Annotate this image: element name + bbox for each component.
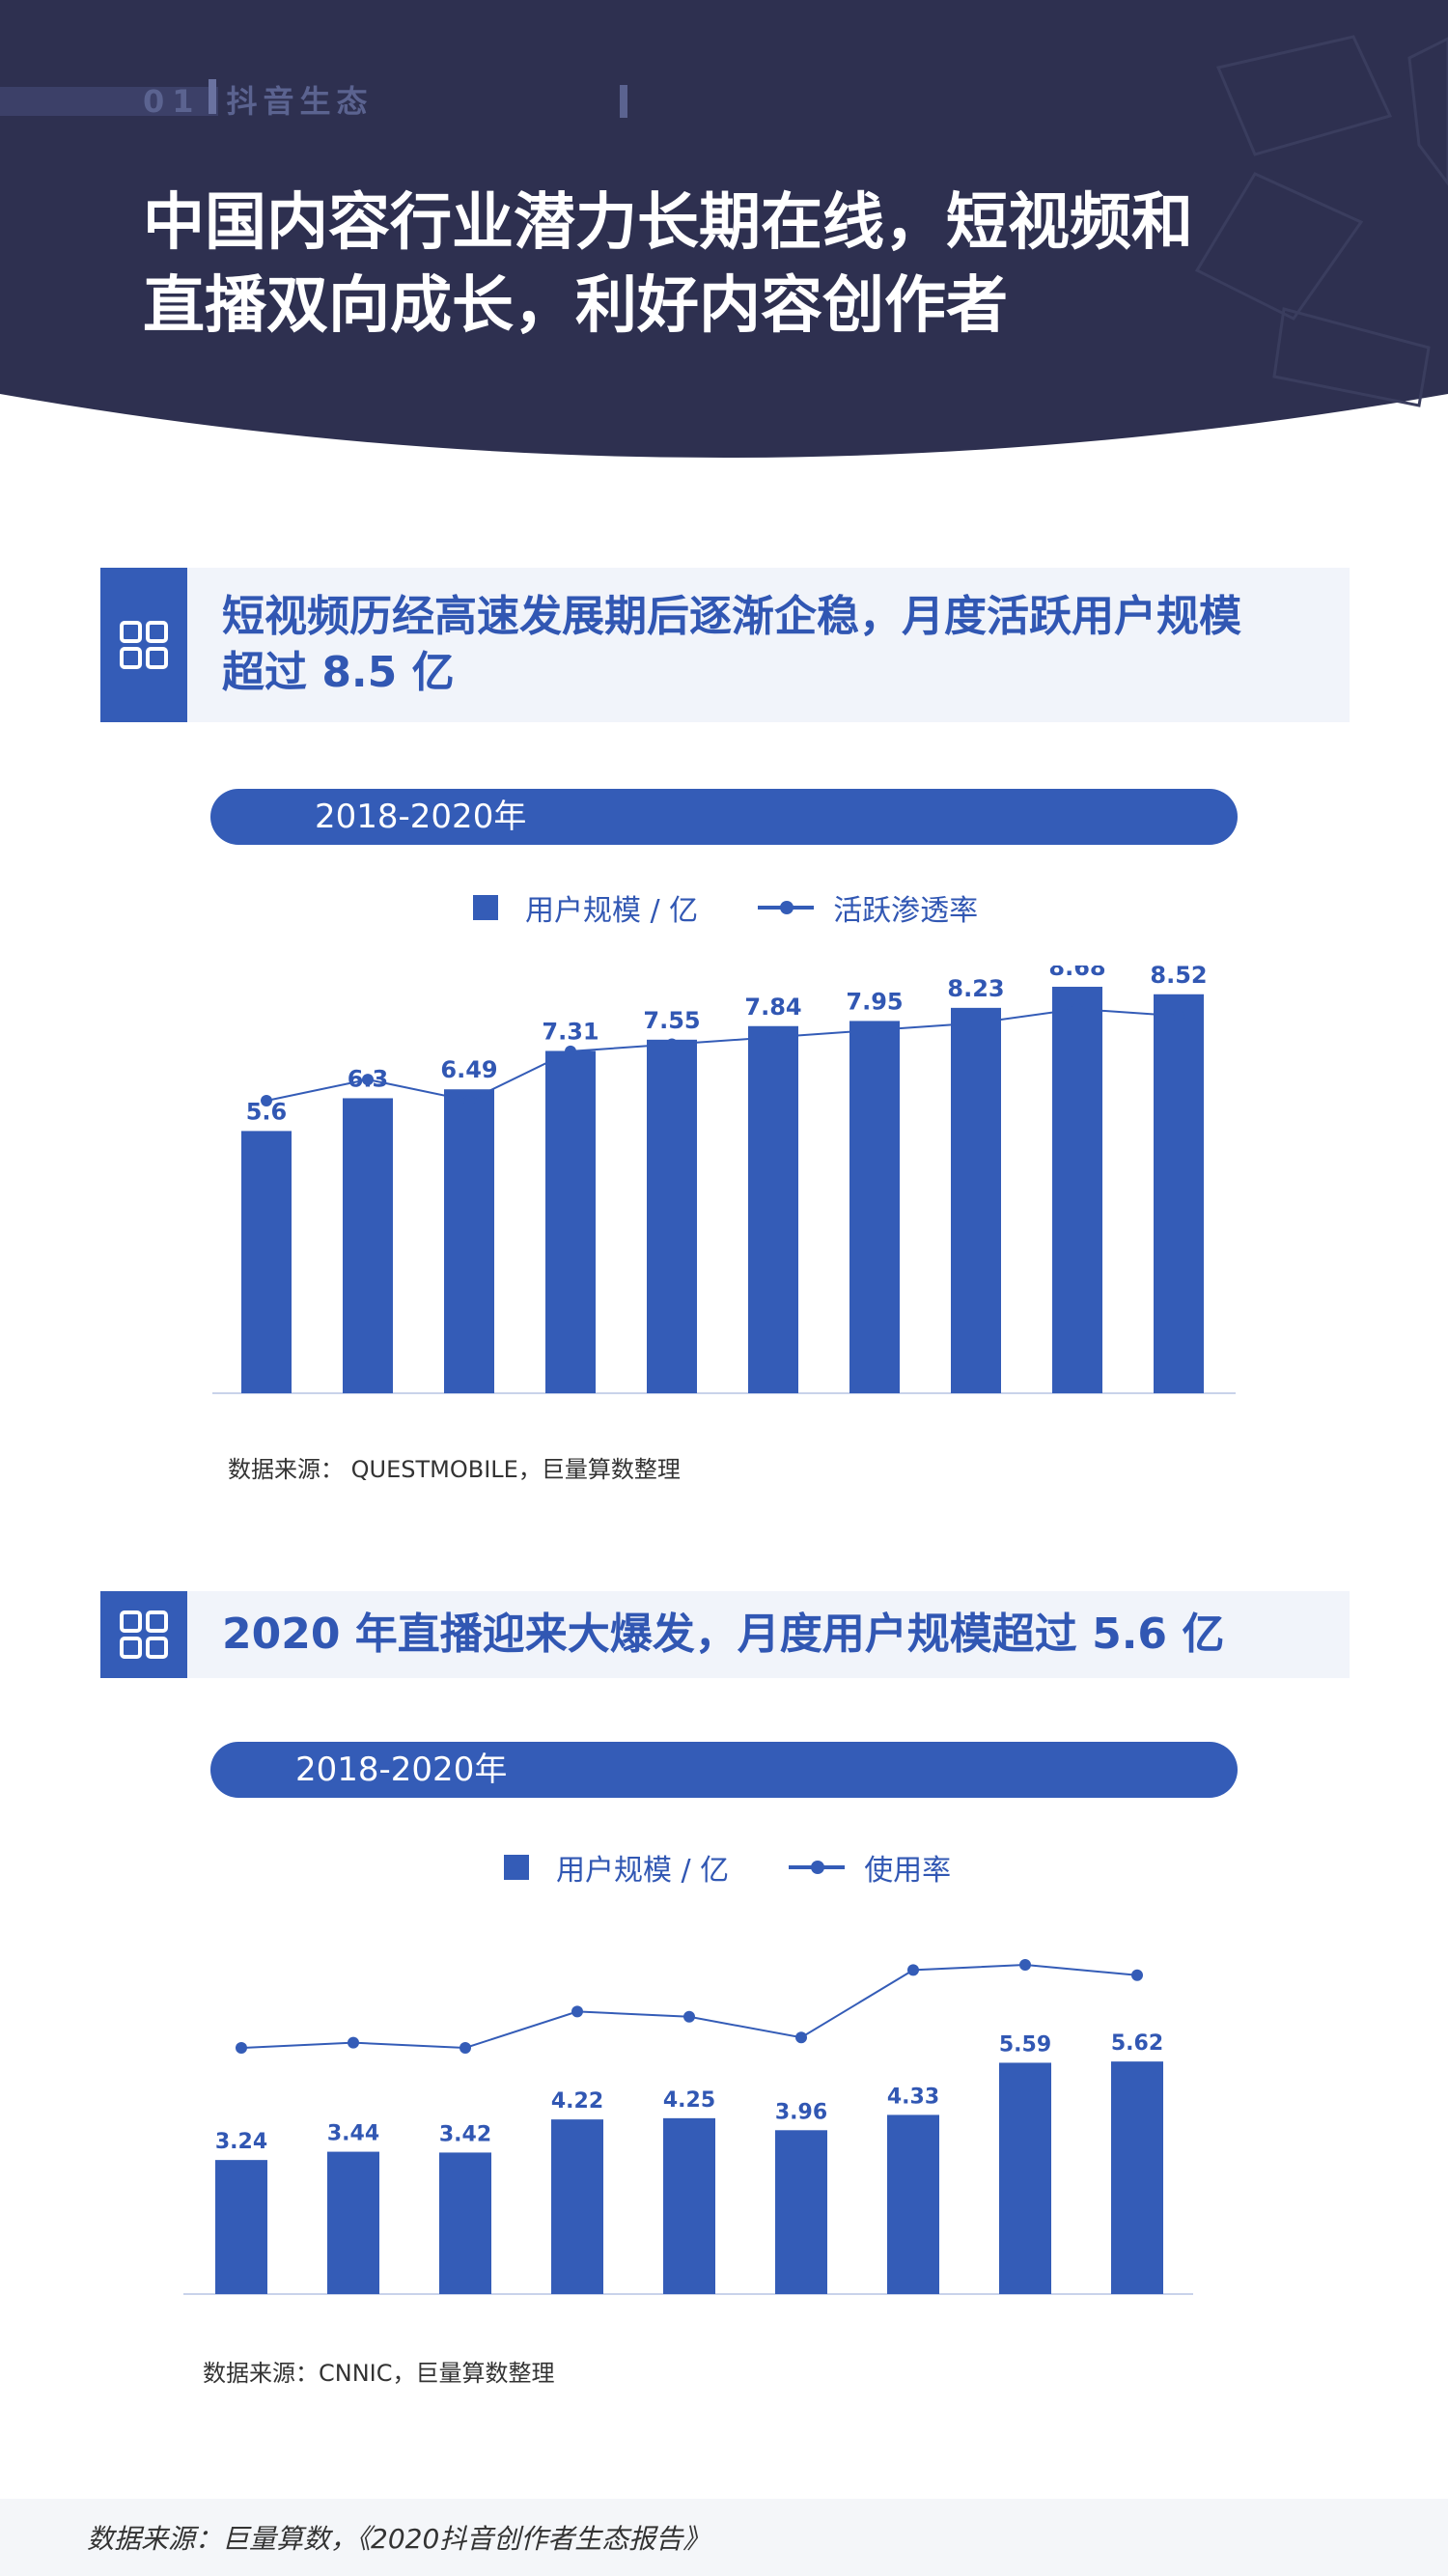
- data-label: 5.62: [1111, 2031, 1163, 2056]
- line-point: [565, 1045, 576, 1057]
- line-point: [571, 2005, 583, 2018]
- legend-line-label: 使用率: [864, 1854, 952, 1888]
- line-point: [1019, 1959, 1031, 1971]
- line-point: [1173, 1010, 1184, 1022]
- data-label: 8.68: [1048, 966, 1105, 981]
- section1-legend: 用户规模 / 亿 活跃渗透率: [473, 886, 978, 929]
- section1-title: 短视频历经高速发展期后逐渐企稳，月度活跃用户规模 超过 8.5 亿: [222, 568, 1330, 722]
- footer-source: 数据来源：巨量算数，《2020抖音创作者生态报告》: [87, 2523, 710, 2555]
- section1-title-line-1: 短视频历经高速发展期后逐渐企稳，月度活跃用户规模: [222, 592, 1241, 641]
- data-label: 7.95: [846, 988, 903, 1015]
- data-label: 3.24: [215, 2130, 267, 2154]
- line-point: [1131, 1969, 1143, 1981]
- bar: [343, 1098, 393, 1393]
- section1-source: 数据来源： QUESTMOBILE，巨量算数整理: [228, 1456, 681, 1483]
- bar: [1154, 994, 1204, 1393]
- line-point: [463, 1095, 475, 1106]
- line-point: [683, 2010, 695, 2023]
- section2-title-text: 2020 年直播迎来大爆发，月度用户规模超过 5.6 亿: [222, 1610, 1225, 1659]
- section2-source: 数据来源：CNNIC，巨量算数整理: [203, 2360, 555, 2387]
- bar: [241, 1131, 292, 1393]
- bar: [647, 1039, 697, 1393]
- kicker-bar-right: [620, 85, 627, 118]
- data-label: 3.44: [327, 2122, 379, 2146]
- data-label: 5.59: [999, 2032, 1051, 2057]
- section1-title-line-2: 超过 8.5 亿: [222, 648, 455, 697]
- data-label: 3.42: [439, 2122, 491, 2146]
- legend-bar-swatch: [504, 1855, 529, 1880]
- section2-title: 2020 年直播迎来大爆发，月度用户规模超过 5.6 亿: [222, 1591, 1330, 1678]
- data-label: 8.23: [947, 975, 1004, 1002]
- bar: [444, 1089, 494, 1393]
- section1-heading: 短视频历经高速发展期后逐渐企稳，月度活跃用户规模 超过 8.5 亿: [100, 568, 1350, 722]
- page-title-line-1: 中国内容行业潜力长期在线，短视频和: [143, 187, 1193, 259]
- kicker-bar-left: [0, 87, 218, 116]
- line-point: [459, 2042, 471, 2054]
- data-label: 3.96: [775, 2100, 827, 2124]
- line-point: [261, 1095, 272, 1106]
- section-label: 抖音生态: [226, 83, 374, 120]
- section1-period: 2018-2020年: [315, 798, 527, 836]
- data-label: 4.33: [887, 2085, 939, 2109]
- data-label: 6.49: [440, 1056, 497, 1083]
- data-label: 7.84: [744, 994, 801, 1021]
- footer: 数据来源：巨量算数，《2020抖音创作者生态报告》: [0, 2499, 1448, 2576]
- legend-bar-label: 用户规模 / 亿: [525, 894, 699, 928]
- section2-period-pill: 2018-2020年: [210, 1742, 1238, 1798]
- bar: [887, 2114, 939, 2294]
- data-label: 4.25: [663, 2088, 715, 2113]
- bar: [439, 2152, 491, 2294]
- data-label: 7.55: [643, 1007, 700, 1034]
- bar: [951, 1007, 1001, 1393]
- grid-icon: [100, 568, 187, 722]
- bar: [849, 1021, 900, 1393]
- bar: [1052, 987, 1102, 1393]
- line-point: [1072, 1003, 1083, 1015]
- legend-line-swatch: [758, 901, 815, 914]
- chart2: 3.24 3.44 3.42 4.22 4.25 3.96 4.33 5.59 5.62: [183, 1959, 1193, 2295]
- legend-bar-swatch: [473, 895, 498, 920]
- data-label: 7.31: [542, 1018, 599, 1045]
- line-point: [362, 1074, 374, 1086]
- bar: [999, 2062, 1051, 2294]
- section1-period-pill: 2018-2020年: [210, 789, 1238, 845]
- page-title-line-2: 直播双向成长，利好内容创作者: [143, 270, 1008, 342]
- line-point: [795, 2031, 807, 2044]
- legend-bar-label: 用户规模 / 亿: [556, 1854, 730, 1888]
- section2-period: 2018-2020年: [295, 1750, 508, 1789]
- section-kicker: 01 抖音生态: [143, 77, 374, 122]
- line-point: [236, 2042, 247, 2054]
- header-background: [0, 0, 1448, 458]
- line-point: [869, 1023, 880, 1036]
- data-label: 4.22: [551, 2089, 603, 2114]
- page-title: 中国内容行业潜力长期在线，短视频和 直播双向成长，利好内容创作者: [143, 182, 1359, 348]
- bar: [327, 2151, 379, 2294]
- series-line: [265, 1007, 1180, 1103]
- bar: [748, 1025, 798, 1393]
- chart1: 5.66.36.497.317.557.847.958.238.688.52: [212, 966, 1236, 1394]
- bar: [1111, 2061, 1163, 2294]
- line-point: [907, 1964, 919, 1976]
- bar: [775, 2130, 827, 2294]
- grid-icon: [100, 1591, 187, 1678]
- line-point: [348, 2036, 359, 2049]
- line-point: [970, 1017, 982, 1029]
- section2-legend: 用户规模 / 亿 使用率: [504, 1846, 951, 1889]
- legend-line-label: 活跃渗透率: [833, 894, 979, 928]
- bar: [215, 2160, 267, 2294]
- legend-line-swatch: [789, 1861, 846, 1874]
- kicker-separator: [209, 79, 216, 114]
- data-label: 8.52: [1150, 966, 1207, 989]
- bar: [551, 2119, 603, 2294]
- section-number: 01: [143, 83, 202, 120]
- decorative-shapes: [1194, 35, 1448, 407]
- section2-heading: 2020 年直播迎来大爆发，月度用户规模超过 5.6 亿: [100, 1591, 1350, 1678]
- bar: [545, 1050, 596, 1393]
- bar: [663, 2117, 715, 2294]
- line-point: [666, 1038, 678, 1050]
- line-point: [767, 1031, 779, 1044]
